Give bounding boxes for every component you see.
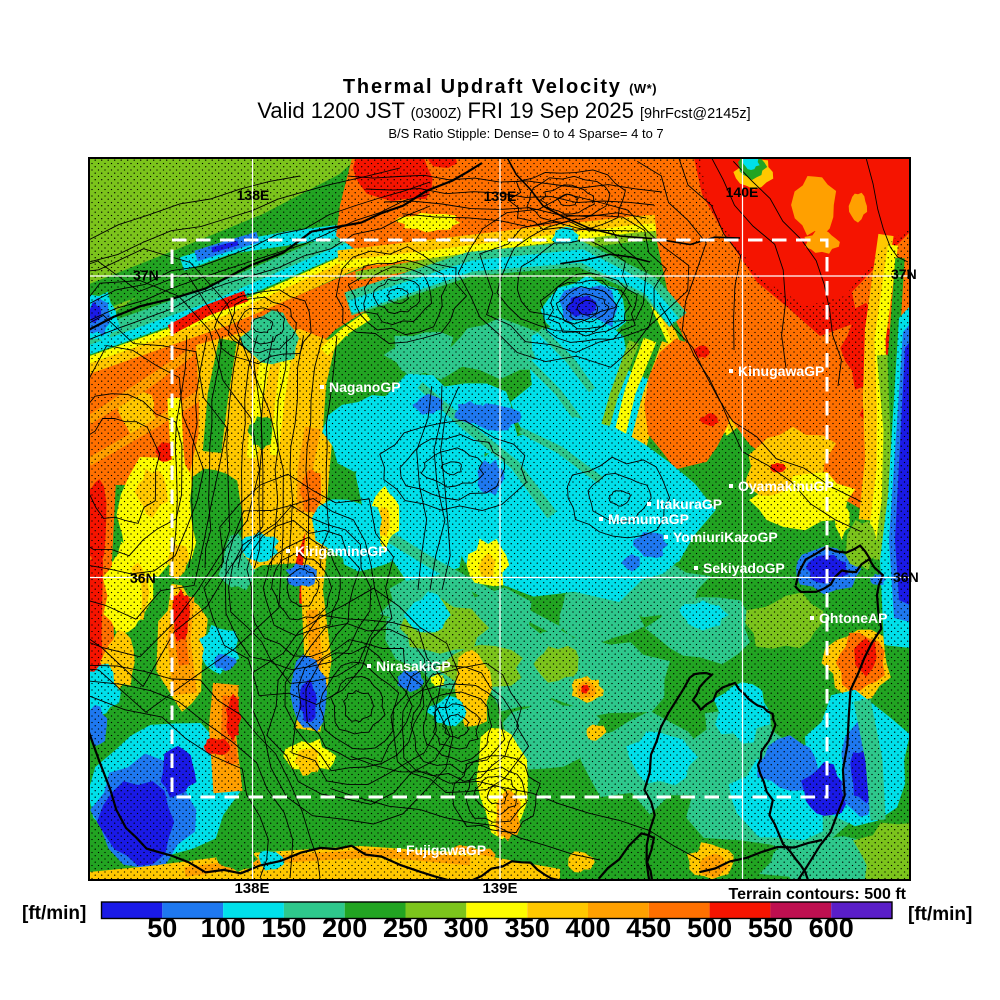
svg-text:400: 400 bbox=[565, 913, 610, 943]
svg-text:300: 300 bbox=[444, 913, 489, 943]
svg-text:Terrain contours: 500 ft: Terrain contours: 500 ft bbox=[728, 886, 906, 903]
svg-text:139E: 139E bbox=[482, 880, 517, 897]
svg-text:138E: 138E bbox=[234, 880, 269, 897]
svg-text:140E: 140E bbox=[726, 184, 759, 200]
svg-text:50: 50 bbox=[147, 913, 177, 943]
svg-text:200: 200 bbox=[322, 913, 367, 943]
svg-text:NaganoGP: NaganoGP bbox=[329, 379, 401, 395]
svg-text:[ft/min]: [ft/min] bbox=[908, 904, 972, 925]
svg-text:B/S Ratio Stipple: Dense= 0 t: B/S Ratio Stipple: Dense= 0 to 4 Sparse=… bbox=[388, 126, 663, 141]
svg-text:YomiuriKazoGP: YomiuriKazoGP bbox=[673, 529, 778, 545]
svg-text:36N: 36N bbox=[130, 570, 156, 586]
svg-text:100: 100 bbox=[201, 913, 246, 943]
svg-text:350: 350 bbox=[505, 913, 550, 943]
svg-text:37N: 37N bbox=[133, 267, 159, 283]
svg-text:138E: 138E bbox=[237, 187, 270, 203]
svg-text:FujigawaGP: FujigawaGP bbox=[406, 842, 486, 858]
svg-text:550: 550 bbox=[748, 913, 793, 943]
svg-text:600: 600 bbox=[809, 913, 854, 943]
svg-text:37N: 37N bbox=[891, 266, 917, 282]
svg-text:[ft/min]: [ft/min] bbox=[22, 903, 86, 924]
svg-text:NirasakiGP: NirasakiGP bbox=[376, 658, 451, 674]
svg-text:450: 450 bbox=[626, 913, 671, 943]
svg-text:MemumaGP: MemumaGP bbox=[608, 511, 689, 527]
svg-text:139E: 139E bbox=[484, 188, 517, 204]
svg-text:SekiyadoGP: SekiyadoGP bbox=[703, 560, 785, 576]
svg-text:150: 150 bbox=[261, 913, 306, 943]
svg-text:36N: 36N bbox=[893, 569, 919, 585]
svg-text:KirigamineGP: KirigamineGP bbox=[295, 543, 388, 559]
svg-text:KinugawaGP: KinugawaGP bbox=[738, 363, 824, 379]
svg-text:OyamakinuGP: OyamakinuGP bbox=[738, 478, 834, 494]
svg-text:250: 250 bbox=[383, 913, 428, 943]
svg-text:500: 500 bbox=[687, 913, 732, 943]
svg-text:Thermal Updraft Velocity (W*): Thermal Updraft Velocity (W*) bbox=[343, 76, 657, 98]
svg-text:OhtoneAP: OhtoneAP bbox=[819, 610, 887, 626]
svg-text:ItakuraGP: ItakuraGP bbox=[656, 496, 722, 512]
